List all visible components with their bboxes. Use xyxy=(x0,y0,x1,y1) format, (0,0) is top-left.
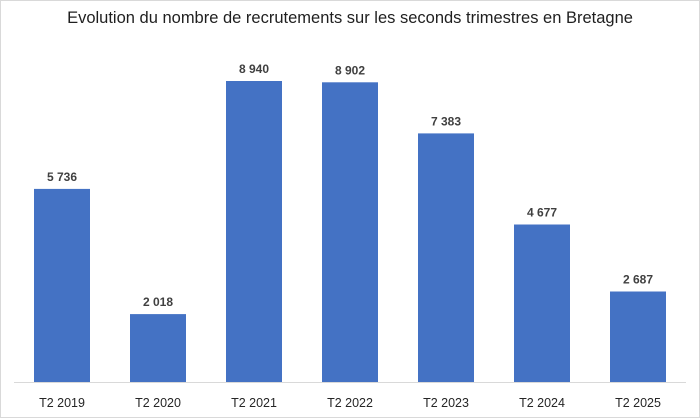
bar-t2-2023 xyxy=(418,133,474,382)
chart-title: Evolution du nombre de recrutements sur … xyxy=(67,9,633,27)
data-label: 2 687 xyxy=(623,273,653,287)
data-label: 8 940 xyxy=(239,62,269,76)
x-tick-label: T2 2020 xyxy=(135,396,181,410)
x-tick-label: T2 2019 xyxy=(39,396,85,410)
x-tick-label: T2 2025 xyxy=(615,396,661,410)
x-tick-label: T2 2022 xyxy=(327,396,373,410)
data-label: 5 736 xyxy=(47,170,77,184)
bar-t2-2024 xyxy=(514,224,570,382)
data-label: 7 383 xyxy=(431,114,461,128)
data-label: 4 677 xyxy=(527,206,557,220)
bar-t2-2022 xyxy=(322,82,378,383)
x-tick-label: T2 2023 xyxy=(423,396,469,410)
x-tick-label: T2 2024 xyxy=(519,396,565,410)
data-label: 8 902 xyxy=(335,63,365,77)
bar-t2-2021 xyxy=(226,81,282,382)
x-tick-label: T2 2021 xyxy=(231,396,277,410)
bar-t2-2020 xyxy=(130,314,186,382)
data-label: 2 018 xyxy=(143,295,173,309)
bar-t2-2025 xyxy=(610,291,666,382)
bar-t2-2019 xyxy=(34,188,90,382)
